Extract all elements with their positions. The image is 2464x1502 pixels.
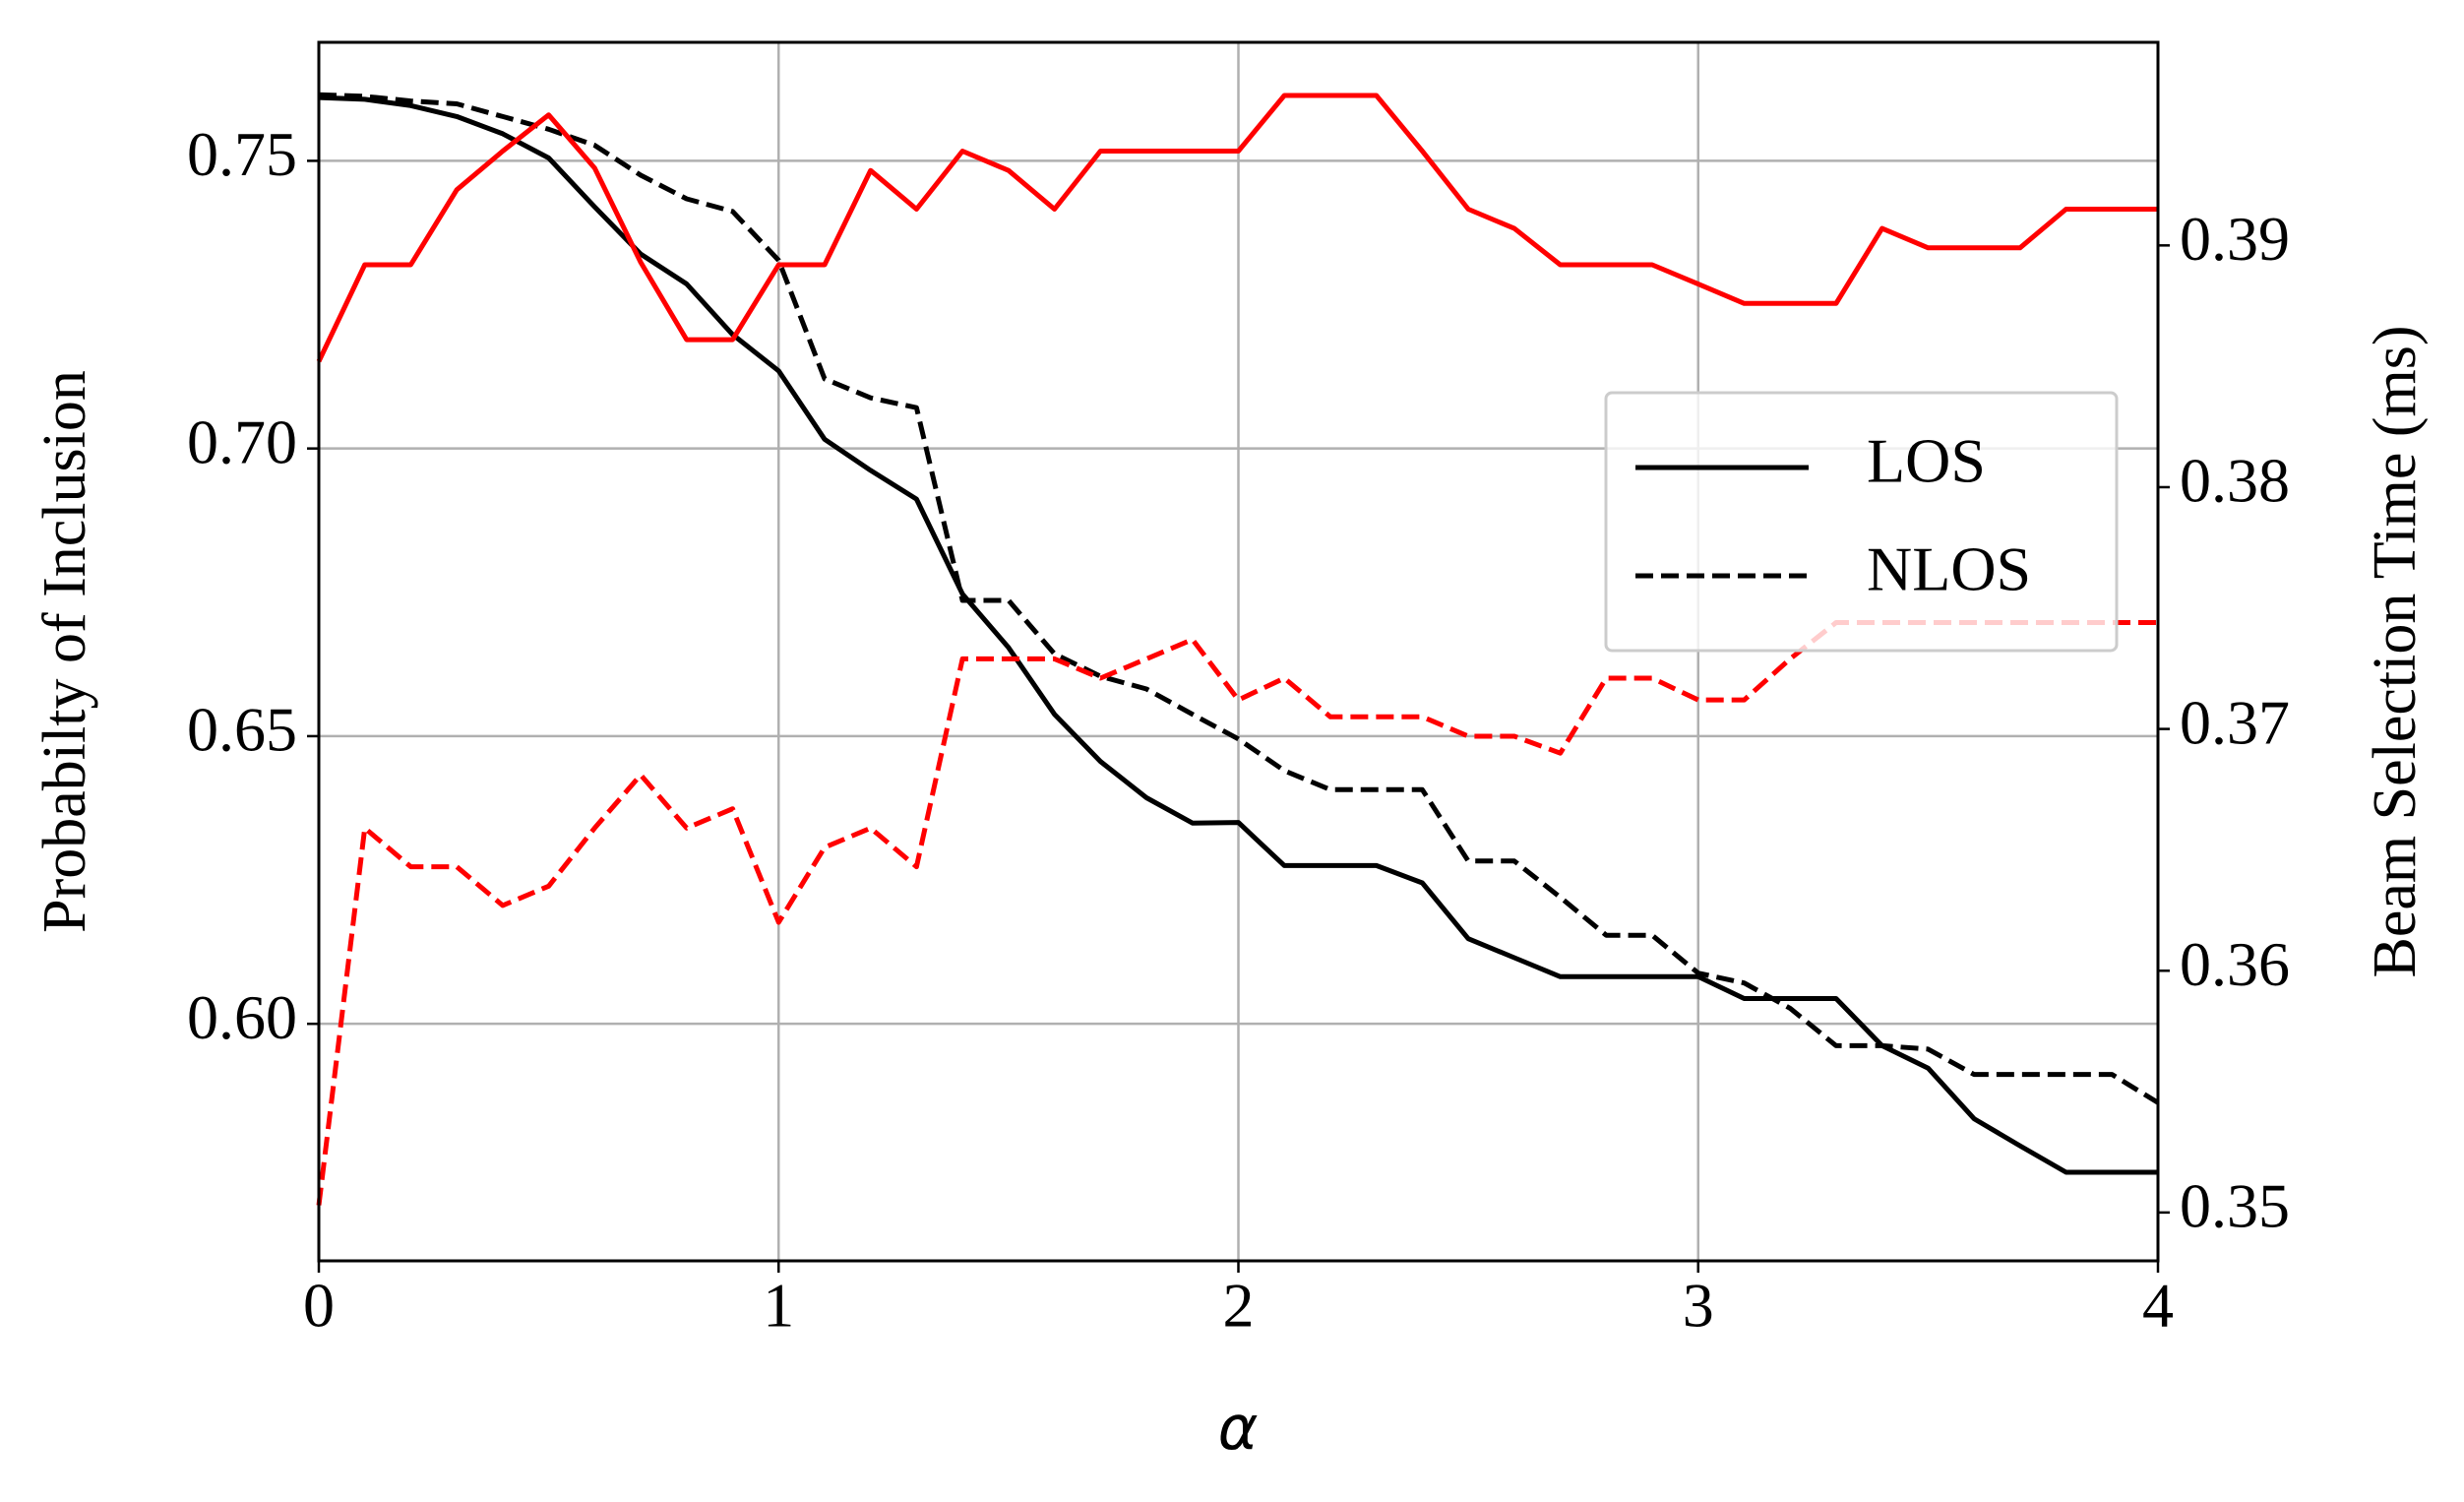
y-tick-label: 0.75 xyxy=(187,119,297,189)
legend-label: NLOS xyxy=(1867,534,2031,604)
y2-tick-label: 0.39 xyxy=(2180,204,2290,274)
x-tick-label: 4 xyxy=(2142,1271,2174,1341)
series-line xyxy=(316,620,2158,1206)
series-line xyxy=(318,94,2158,1175)
y-tick-label: 0.65 xyxy=(187,695,297,765)
x-tick-label: 1 xyxy=(763,1271,794,1341)
legend-box xyxy=(1604,391,2119,653)
y2-tick-label: 0.38 xyxy=(2180,446,2290,516)
y-tick-label: 0.60 xyxy=(187,982,297,1052)
y-tick-label: 0.70 xyxy=(187,407,297,476)
legend: LOS NLOS xyxy=(1604,391,2119,653)
x-axis-label: α xyxy=(1218,1392,1259,1464)
series-line xyxy=(316,93,2158,363)
y2-tick-label: 0.35 xyxy=(2180,1171,2290,1241)
y2-axis-label: Beam Selection Time (ms) xyxy=(2362,325,2429,977)
y2-tick-label: 0.37 xyxy=(2180,687,2290,757)
x-tick-label: 3 xyxy=(1683,1271,1714,1341)
legend-label: LOS xyxy=(1867,426,1986,496)
x-tick-label: 2 xyxy=(1223,1271,1255,1341)
y-axis-label: Probabilty of Inclusion xyxy=(31,370,98,933)
x-tick-label: 0 xyxy=(303,1271,335,1341)
y2-tick-label: 0.36 xyxy=(2180,929,2290,999)
plot-frame xyxy=(317,40,2160,1263)
series-line xyxy=(318,92,2160,1105)
